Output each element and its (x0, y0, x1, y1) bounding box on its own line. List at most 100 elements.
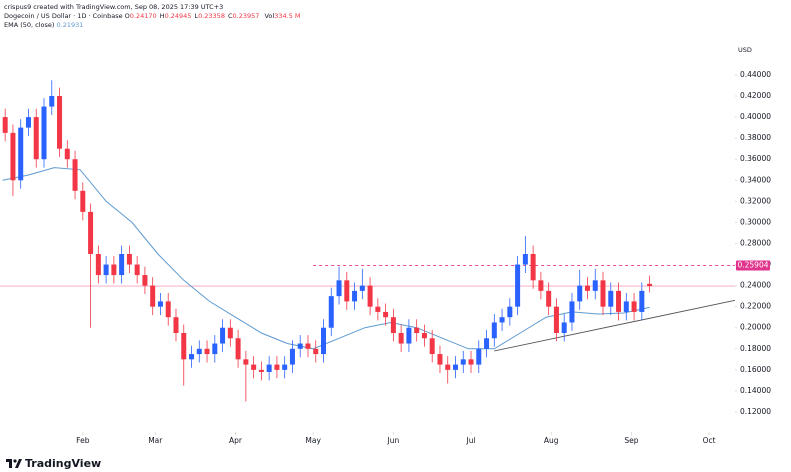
candle (157, 292, 163, 316)
candle (623, 292, 629, 321)
candle (406, 319, 412, 352)
candle (336, 266, 342, 305)
ohlc: O0.24170 H0.24945 L0.23358 C0.23957 (125, 12, 263, 20)
candle (142, 266, 148, 295)
candle (375, 298, 381, 321)
candle-body (522, 254, 528, 265)
candle (592, 268, 598, 300)
candle-body (608, 290, 614, 307)
candle (150, 277, 156, 316)
ohlc-value: 0.24170 (129, 12, 157, 20)
candle (507, 298, 513, 326)
candle (72, 150, 78, 200)
y-tick-label: 0.28000 (740, 238, 771, 247)
candle-body (196, 348, 202, 355)
candle-body (289, 348, 295, 365)
candle (258, 361, 264, 381)
candle-body (623, 301, 629, 312)
ohlc-value: 0.23957 (232, 12, 260, 20)
candle (367, 277, 373, 316)
candle-body (437, 354, 443, 365)
candle-body (157, 301, 163, 307)
candle-body (546, 290, 552, 307)
y-tick-label: 0.16000 (740, 365, 771, 374)
candle-body (538, 280, 544, 291)
ema-label: EMA (50, close) (4, 21, 55, 29)
candle-body (212, 343, 218, 355)
candle (126, 245, 132, 273)
candle (538, 271, 544, 300)
candle (196, 340, 202, 363)
x-tick-label: May (305, 436, 321, 445)
candle (57, 87, 63, 158)
candle-body (243, 359, 249, 365)
candle-body (2, 117, 8, 133)
candle-body (18, 127, 24, 181)
candle (119, 245, 125, 284)
credit: crispus9 created with TradingView.com, S… (4, 3, 224, 11)
candle-body (569, 301, 575, 323)
candle (297, 335, 303, 358)
candle (328, 287, 334, 337)
candle-body (321, 327, 327, 355)
vol-value: 334.5 M (274, 12, 301, 20)
symbol: Dogecoin / US Dollar · 1D · Coinbase (4, 12, 123, 20)
candle-body (352, 290, 358, 302)
candle-body (266, 364, 272, 372)
ohlc-label: C (227, 12, 233, 20)
candle-body (484, 338, 490, 349)
y-tick-label: 0.44000 (740, 70, 771, 79)
x-tick-label: Mar (148, 436, 163, 445)
candle (235, 329, 241, 368)
vol-label: Vol (264, 12, 275, 20)
candle (631, 292, 637, 321)
candle-body (476, 348, 482, 365)
candle-body (57, 96, 63, 149)
trendline (494, 299, 736, 352)
symbol-row: Dogecoin / US Dollar · 1D · Coinbase O0.… (4, 12, 304, 21)
ema-line (2, 167, 650, 350)
x-tick-label: Feb (76, 436, 90, 445)
candle-body (10, 132, 16, 181)
candle-body (515, 264, 521, 307)
candle-body (80, 190, 86, 212)
candle (103, 256, 109, 284)
candle (181, 324, 187, 386)
candle (134, 256, 140, 284)
ohlc-label: O (124, 12, 130, 20)
candle-body (452, 364, 458, 370)
candle (41, 98, 47, 168)
candle (243, 350, 249, 402)
candle (173, 308, 179, 342)
candle-body (499, 317, 505, 323)
candle-body (227, 327, 233, 339)
x-tick-label: Apr (229, 436, 243, 445)
candle (359, 268, 365, 300)
candle-body (375, 306, 381, 312)
candle-body (553, 306, 559, 333)
ema-value: 0.21931 (56, 21, 84, 29)
ohlc-label: H (159, 12, 165, 20)
y-tick-label: 0.22000 (740, 302, 771, 311)
candle-body (235, 338, 241, 360)
candle-body (639, 290, 645, 312)
candle (88, 203, 94, 328)
candle-body (398, 332, 404, 344)
candle-body (561, 322, 567, 333)
y-tick-label: 0.40000 (740, 112, 771, 121)
candle-body (25, 117, 31, 128)
candle (95, 245, 101, 284)
candle (289, 340, 295, 374)
candle (305, 335, 311, 358)
candle (421, 324, 427, 347)
candle-body (468, 359, 474, 365)
y-tick-label: 0.32000 (740, 196, 771, 205)
candle (266, 356, 272, 381)
candle-body (359, 285, 365, 291)
candle-body (600, 280, 606, 307)
candle (344, 271, 350, 310)
level-box (736, 260, 770, 271)
candle (165, 292, 171, 326)
candle (569, 292, 575, 331)
